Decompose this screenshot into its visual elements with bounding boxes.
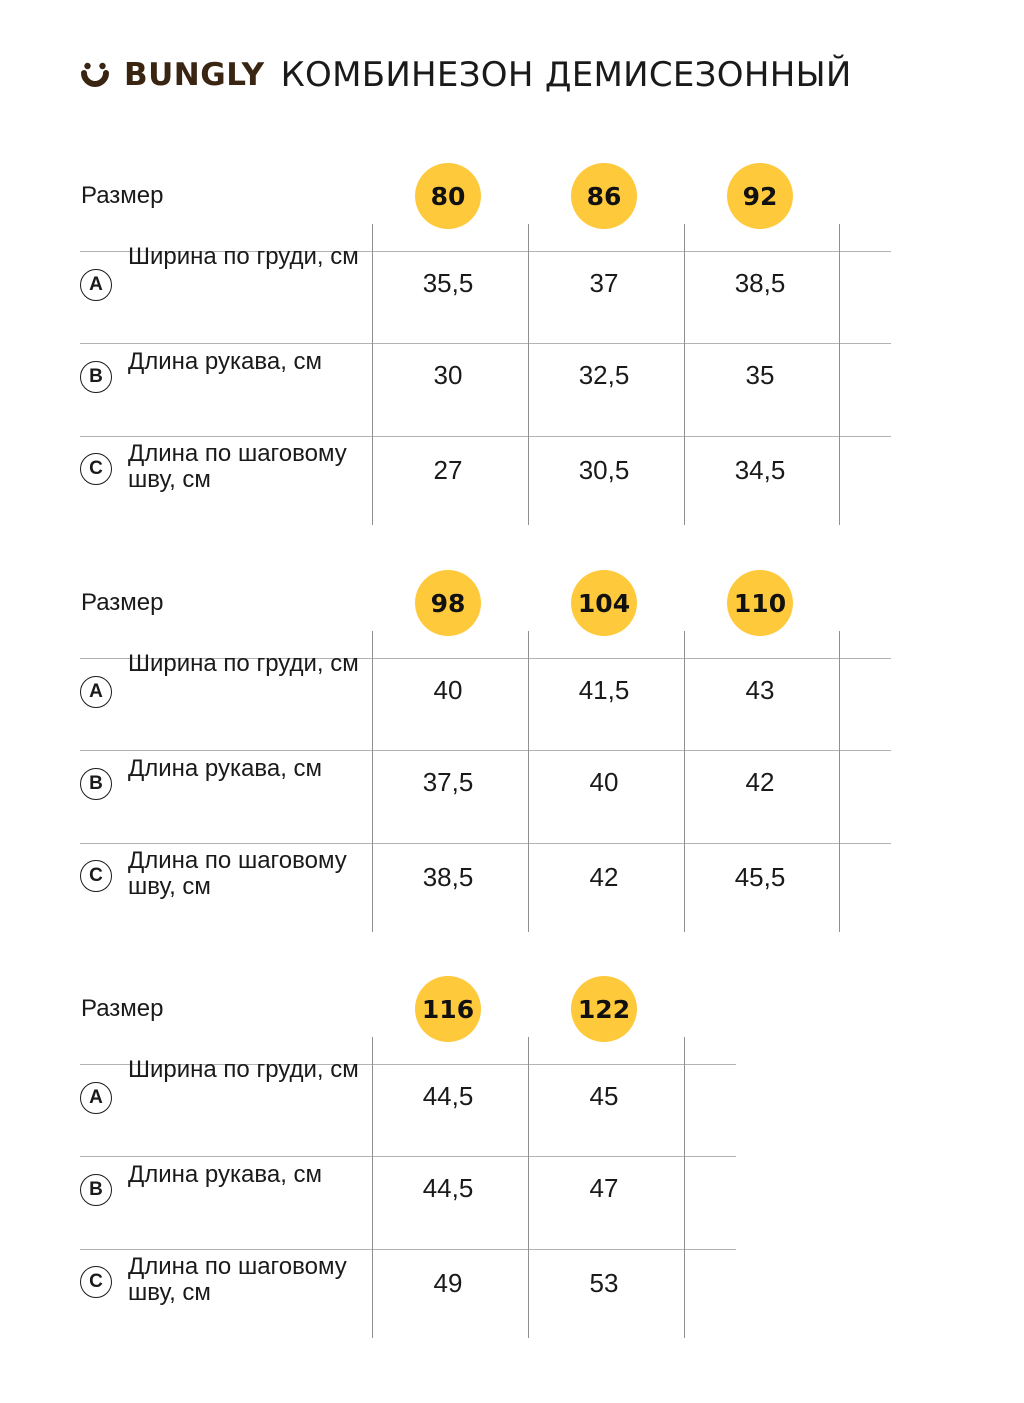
measurement-a-icon: A xyxy=(80,676,112,708)
row-label: Длина по шаговому шву, см xyxy=(128,1253,347,1306)
row-divider xyxy=(80,251,891,252)
bungly-smile-logo-icon xyxy=(81,62,109,87)
column-divider xyxy=(372,631,373,932)
table-cell: 43 xyxy=(745,675,775,705)
size-table: Размер 80 86 92 A Ширина по груди, см 35,5 37 38… xyxy=(0,163,1024,543)
measurement-c-icon: C xyxy=(80,453,112,485)
table-cell: 53 xyxy=(589,1268,619,1298)
table-cell: 41,5 xyxy=(578,675,630,705)
table-cell: 42 xyxy=(589,862,619,892)
row-divider xyxy=(80,436,891,437)
size-table: Размер 98 104 110 A Ширина по груди, см 40 41,5… xyxy=(0,570,1024,950)
table-cell: 35 xyxy=(745,360,775,390)
table-cell: 37,5 xyxy=(422,767,474,797)
table-cell: 44,5 xyxy=(422,1173,474,1203)
size-badge: 122 xyxy=(571,976,637,1042)
size-label: Размер xyxy=(81,589,164,616)
column-divider xyxy=(372,1037,373,1338)
size-label: Размер xyxy=(81,182,164,209)
size-badge: 116 xyxy=(415,976,481,1042)
size-badge: 98 xyxy=(415,570,481,636)
column-divider xyxy=(839,224,840,525)
size-badge: 92 xyxy=(727,163,793,229)
row-label: Длина рукава, см xyxy=(128,348,323,375)
table-cell: 30 xyxy=(433,360,463,390)
table-cell: 35,5 xyxy=(422,268,474,298)
table-cell: 40 xyxy=(433,675,463,705)
row-divider xyxy=(80,658,891,659)
table-cell: 34,5 xyxy=(734,455,786,485)
measurement-c-icon: C xyxy=(80,1266,112,1298)
column-divider xyxy=(528,631,529,932)
row-label: Длина рукава, см xyxy=(128,755,323,782)
row-label: Длина по шаговому шву, см xyxy=(128,847,347,900)
row-divider xyxy=(80,750,891,751)
column-divider xyxy=(528,224,529,525)
table-cell: 30,5 xyxy=(578,455,630,485)
measurement-c-icon: C xyxy=(80,860,112,892)
measurement-a-icon: A xyxy=(80,269,112,301)
row-divider xyxy=(80,843,891,844)
table-cell: 45,5 xyxy=(734,862,786,892)
column-divider xyxy=(684,631,685,932)
size-badge: 104 xyxy=(571,570,637,636)
header: BUNGLY КОМБИНЕЗОН ДЕМИСЕЗОННЫЙ xyxy=(80,52,852,98)
column-divider xyxy=(528,1037,529,1338)
table-cell: 45 xyxy=(589,1081,619,1111)
size-label: Размер xyxy=(81,995,164,1022)
row-label: Длина по шаговому шву, см xyxy=(128,440,347,493)
table-cell: 47 xyxy=(589,1173,619,1203)
size-badge: 86 xyxy=(571,163,637,229)
table-cell: 32,5 xyxy=(578,360,630,390)
table-cell: 27 xyxy=(433,455,463,485)
column-divider xyxy=(372,224,373,525)
row-label: Ширина по груди, см xyxy=(128,650,359,677)
table-cell: 37 xyxy=(589,268,619,298)
row-divider xyxy=(80,343,891,344)
measurement-b-icon: B xyxy=(80,361,112,393)
row-divider xyxy=(80,1156,736,1157)
row-label: Ширина по груди, см xyxy=(128,243,359,270)
table-cell: 49 xyxy=(433,1268,463,1298)
measurement-b-icon: B xyxy=(80,768,112,800)
brand-name: BUNGLY xyxy=(124,57,265,93)
row-divider xyxy=(80,1249,736,1250)
row-label: Длина рукава, см xyxy=(128,1161,323,1188)
table-cell: 44,5 xyxy=(422,1081,474,1111)
column-divider xyxy=(684,1037,685,1338)
size-badge: 110 xyxy=(727,570,793,636)
row-divider xyxy=(80,1064,736,1065)
table-cell: 42 xyxy=(745,767,775,797)
size-badge: 80 xyxy=(415,163,481,229)
page-title: КОМБИНЕЗОН ДЕМИСЕЗОННЫЙ xyxy=(280,55,852,95)
table-cell: 38,5 xyxy=(734,268,786,298)
measurement-b-icon: B xyxy=(80,1174,112,1206)
size-table: Размер 116 122 A Ширина по груди, см 44,5 45 B Д… xyxy=(0,976,1024,1356)
column-divider xyxy=(839,631,840,932)
table-cell: 40 xyxy=(589,767,619,797)
column-divider xyxy=(684,224,685,525)
measurement-a-icon: A xyxy=(80,1082,112,1114)
table-cell: 38,5 xyxy=(422,862,474,892)
row-label: Ширина по груди, см xyxy=(128,1056,359,1083)
